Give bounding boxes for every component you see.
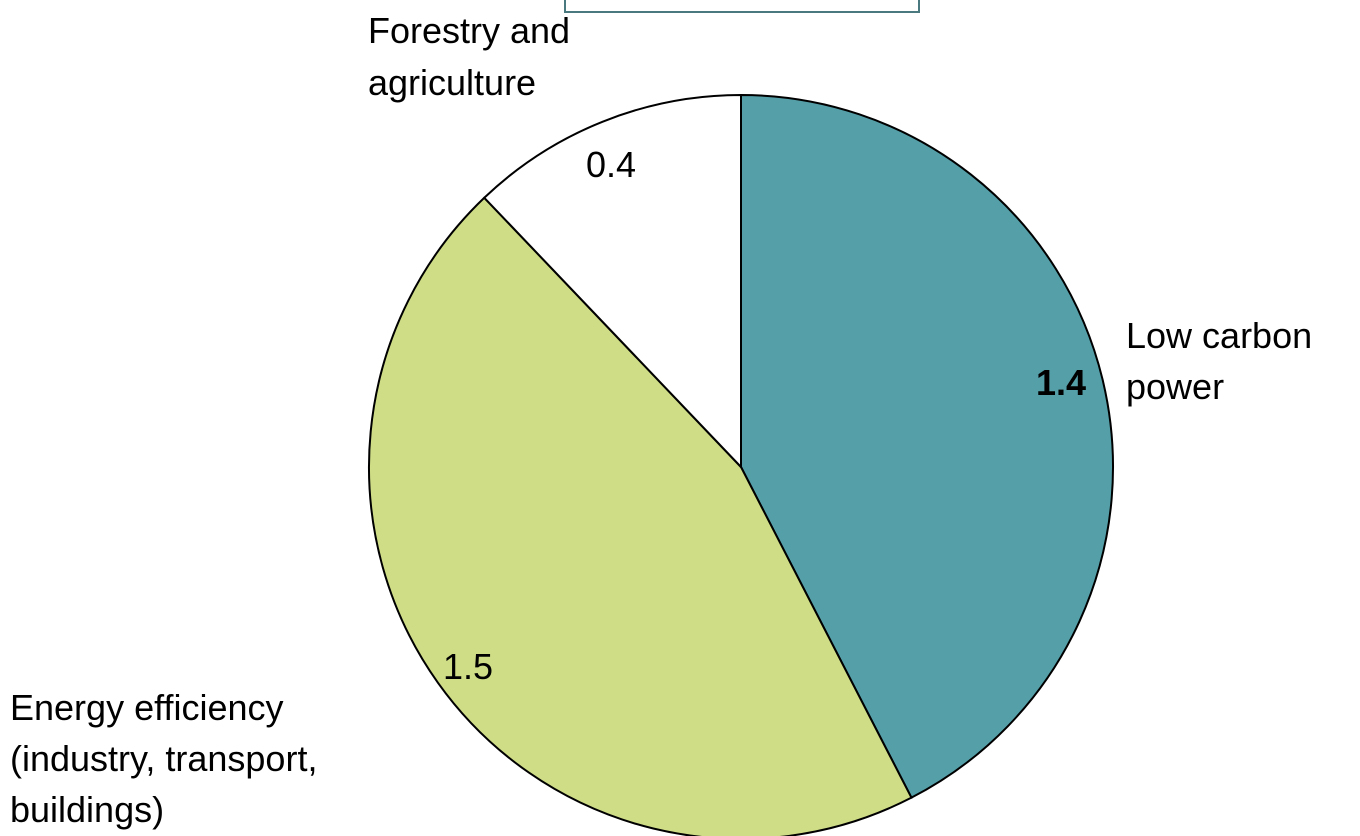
category-label-low-carbon-line2: power — [1126, 366, 1224, 407]
category-label-energy-line2: (industry, transport, — [10, 738, 317, 779]
pie-slices — [367, 93, 1114, 836]
category-label-low-carbon-line1: Low carbon — [1126, 315, 1312, 356]
category-label-forestry-line2: agriculture — [368, 62, 536, 103]
pie-slice-2 — [482, 93, 742, 470]
value-label-forestry: 0.4 — [586, 144, 636, 185]
pie-slice-1 — [367, 196, 913, 836]
pie-slice-0 — [740, 93, 1114, 799]
value-label-low-carbon: 1.4 — [1036, 362, 1086, 403]
category-label-energy-line1: Energy efficiency — [10, 687, 283, 728]
category-label-energy-line3: buildings) — [10, 789, 164, 830]
category-label-forestry-line1: Forestry and — [368, 10, 570, 51]
top-partial-box — [564, 0, 920, 13]
value-label-energy-efficiency: 1.5 — [443, 646, 493, 687]
